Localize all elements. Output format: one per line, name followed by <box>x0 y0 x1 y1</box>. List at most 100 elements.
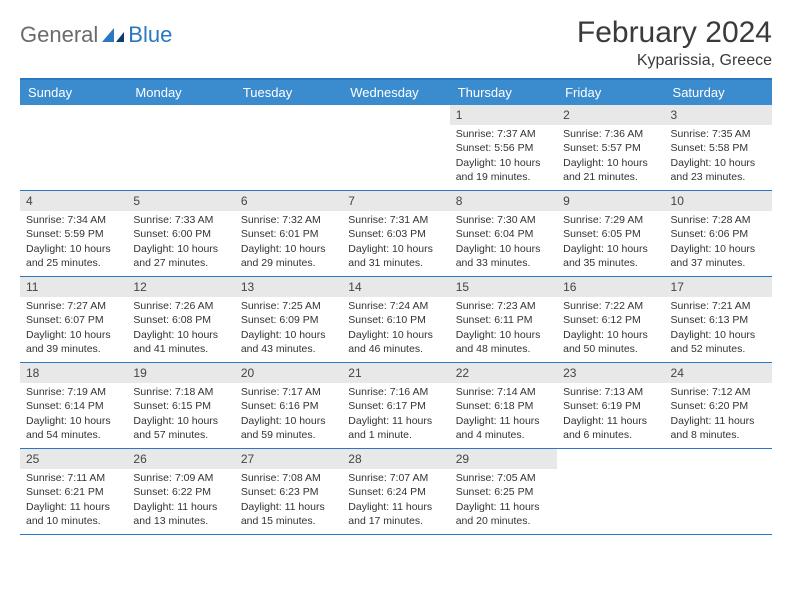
sunset-text: Sunset: 6:21 PM <box>26 485 121 499</box>
day-number: 13 <box>235 277 342 297</box>
sunset-text: Sunset: 6:17 PM <box>348 399 443 413</box>
daylight-text: Daylight: 10 hours and 31 minutes. <box>348 242 443 270</box>
day-header-sunday: Sunday <box>20 80 127 105</box>
calendar-cell: 23Sunrise: 7:13 AMSunset: 6:19 PMDayligh… <box>557 363 664 448</box>
day-number: 17 <box>665 277 772 297</box>
cell-body: Sunrise: 7:07 AMSunset: 6:24 PMDaylight:… <box>342 469 449 532</box>
sunrise-text: Sunrise: 7:27 AM <box>26 299 121 313</box>
cell-body: Sunrise: 7:08 AMSunset: 6:23 PMDaylight:… <box>235 469 342 532</box>
daylight-text: Daylight: 10 hours and 39 minutes. <box>26 328 121 356</box>
sunrise-text: Sunrise: 7:05 AM <box>456 471 551 485</box>
calendar-cell: 18Sunrise: 7:19 AMSunset: 6:14 PMDayligh… <box>20 363 127 448</box>
calendar-cell <box>665 449 772 534</box>
day-number <box>20 105 127 125</box>
day-number: 21 <box>342 363 449 383</box>
sunrise-text: Sunrise: 7:24 AM <box>348 299 443 313</box>
day-number: 20 <box>235 363 342 383</box>
daylight-text: Daylight: 10 hours and 59 minutes. <box>241 414 336 442</box>
calendar-page: General Blue February 2024 Kyparissia, G… <box>0 0 792 551</box>
sunrise-text: Sunrise: 7:09 AM <box>133 471 228 485</box>
daylight-text: Daylight: 10 hours and 54 minutes. <box>26 414 121 442</box>
cell-body: Sunrise: 7:24 AMSunset: 6:10 PMDaylight:… <box>342 297 449 360</box>
sunset-text: Sunset: 6:23 PM <box>241 485 336 499</box>
sunset-text: Sunset: 6:24 PM <box>348 485 443 499</box>
cell-body: Sunrise: 7:27 AMSunset: 6:07 PMDaylight:… <box>20 297 127 360</box>
cell-body: Sunrise: 7:32 AMSunset: 6:01 PMDaylight:… <box>235 211 342 274</box>
daylight-text: Daylight: 10 hours and 35 minutes. <box>563 242 658 270</box>
brand-text-blue: Blue <box>128 22 172 48</box>
daylight-text: Daylight: 10 hours and 48 minutes. <box>456 328 551 356</box>
day-number: 18 <box>20 363 127 383</box>
calendar-cell: 15Sunrise: 7:23 AMSunset: 6:11 PMDayligh… <box>450 277 557 362</box>
cell-body: Sunrise: 7:09 AMSunset: 6:22 PMDaylight:… <box>127 469 234 532</box>
cell-body: Sunrise: 7:19 AMSunset: 6:14 PMDaylight:… <box>20 383 127 446</box>
cell-body: Sunrise: 7:31 AMSunset: 6:03 PMDaylight:… <box>342 211 449 274</box>
calendar-cell <box>235 105 342 190</box>
cell-body: Sunrise: 7:05 AMSunset: 6:25 PMDaylight:… <box>450 469 557 532</box>
calendar-cell <box>342 105 449 190</box>
cell-body: Sunrise: 7:18 AMSunset: 6:15 PMDaylight:… <box>127 383 234 446</box>
sunrise-text: Sunrise: 7:08 AM <box>241 471 336 485</box>
day-number: 14 <box>342 277 449 297</box>
daylight-text: Daylight: 10 hours and 43 minutes. <box>241 328 336 356</box>
cell-body: Sunrise: 7:11 AMSunset: 6:21 PMDaylight:… <box>20 469 127 532</box>
cell-body: Sunrise: 7:28 AMSunset: 6:06 PMDaylight:… <box>665 211 772 274</box>
calendar-grid: Sunday Monday Tuesday Wednesday Thursday… <box>20 78 772 535</box>
day-number <box>235 105 342 125</box>
cell-body: Sunrise: 7:13 AMSunset: 6:19 PMDaylight:… <box>557 383 664 446</box>
brand-logo: General Blue <box>20 16 172 48</box>
calendar-cell: 3Sunrise: 7:35 AMSunset: 5:58 PMDaylight… <box>665 105 772 190</box>
cell-body <box>235 125 342 131</box>
calendar-cell: 20Sunrise: 7:17 AMSunset: 6:16 PMDayligh… <box>235 363 342 448</box>
day-number: 27 <box>235 449 342 469</box>
sunrise-text: Sunrise: 7:34 AM <box>26 213 121 227</box>
cell-body: Sunrise: 7:37 AMSunset: 5:56 PMDaylight:… <box>450 125 557 188</box>
daylight-text: Daylight: 10 hours and 50 minutes. <box>563 328 658 356</box>
cell-body: Sunrise: 7:21 AMSunset: 6:13 PMDaylight:… <box>665 297 772 360</box>
calendar-cell: 12Sunrise: 7:26 AMSunset: 6:08 PMDayligh… <box>127 277 234 362</box>
day-number <box>557 449 664 469</box>
calendar-cell <box>127 105 234 190</box>
sunset-text: Sunset: 6:15 PM <box>133 399 228 413</box>
sunrise-text: Sunrise: 7:21 AM <box>671 299 766 313</box>
sunset-text: Sunset: 6:05 PM <box>563 227 658 241</box>
day-number: 6 <box>235 191 342 211</box>
sunrise-text: Sunrise: 7:07 AM <box>348 471 443 485</box>
sunset-text: Sunset: 5:59 PM <box>26 227 121 241</box>
calendar-week: 18Sunrise: 7:19 AMSunset: 6:14 PMDayligh… <box>20 363 772 449</box>
calendar-cell: 22Sunrise: 7:14 AMSunset: 6:18 PMDayligh… <box>450 363 557 448</box>
day-number: 8 <box>450 191 557 211</box>
sunrise-text: Sunrise: 7:33 AM <box>133 213 228 227</box>
calendar-cell: 28Sunrise: 7:07 AMSunset: 6:24 PMDayligh… <box>342 449 449 534</box>
daylight-text: Daylight: 10 hours and 33 minutes. <box>456 242 551 270</box>
day-number: 28 <box>342 449 449 469</box>
daylight-text: Daylight: 10 hours and 46 minutes. <box>348 328 443 356</box>
sunset-text: Sunset: 6:11 PM <box>456 313 551 327</box>
cell-body: Sunrise: 7:34 AMSunset: 5:59 PMDaylight:… <box>20 211 127 274</box>
sunset-text: Sunset: 6:25 PM <box>456 485 551 499</box>
calendar-week: 25Sunrise: 7:11 AMSunset: 6:21 PMDayligh… <box>20 449 772 535</box>
cell-body <box>127 125 234 131</box>
day-number: 4 <box>20 191 127 211</box>
sunrise-text: Sunrise: 7:19 AM <box>26 385 121 399</box>
day-header-friday: Friday <box>557 80 664 105</box>
day-number: 2 <box>557 105 664 125</box>
calendar-cell <box>20 105 127 190</box>
cell-body <box>20 125 127 131</box>
calendar-cell: 11Sunrise: 7:27 AMSunset: 6:07 PMDayligh… <box>20 277 127 362</box>
calendar-week: 4Sunrise: 7:34 AMSunset: 5:59 PMDaylight… <box>20 191 772 277</box>
daylight-text: Daylight: 11 hours and 15 minutes. <box>241 500 336 528</box>
sunset-text: Sunset: 6:16 PM <box>241 399 336 413</box>
calendar-cell: 19Sunrise: 7:18 AMSunset: 6:15 PMDayligh… <box>127 363 234 448</box>
day-number: 12 <box>127 277 234 297</box>
day-number: 19 <box>127 363 234 383</box>
sunset-text: Sunset: 6:19 PM <box>563 399 658 413</box>
title-block: February 2024 Kyparissia, Greece <box>577 16 772 70</box>
sunrise-text: Sunrise: 7:26 AM <box>133 299 228 313</box>
calendar-cell: 7Sunrise: 7:31 AMSunset: 6:03 PMDaylight… <box>342 191 449 276</box>
day-number <box>127 105 234 125</box>
cell-body: Sunrise: 7:16 AMSunset: 6:17 PMDaylight:… <box>342 383 449 446</box>
calendar-cell: 14Sunrise: 7:24 AMSunset: 6:10 PMDayligh… <box>342 277 449 362</box>
sunrise-text: Sunrise: 7:35 AM <box>671 127 766 141</box>
daylight-text: Daylight: 10 hours and 21 minutes. <box>563 156 658 184</box>
